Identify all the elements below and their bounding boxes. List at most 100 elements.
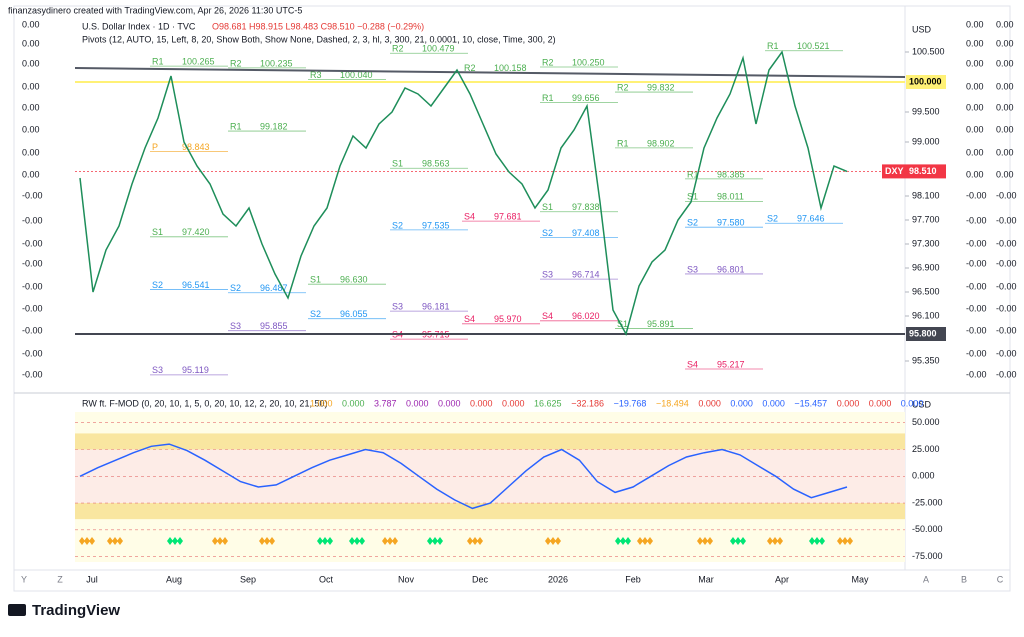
indicator-readout: −15.457 [794, 398, 827, 408]
pivot-value: 98.011 [717, 192, 744, 202]
indicator-readout: 0.000 [438, 398, 461, 408]
pivot-name: S2 [542, 228, 553, 238]
pivot-name: S2 [310, 309, 321, 319]
side-scale-label: -0.00 [996, 369, 1017, 379]
side-scale-label: 0.00 [966, 102, 984, 112]
side-scale-label: 0.00 [996, 19, 1014, 29]
side-scale-label: 0.00 [22, 102, 40, 112]
signal-marker [647, 537, 653, 545]
pivot-value: 100.521 [797, 41, 830, 51]
side-scale-label: 0.00 [996, 81, 1014, 91]
pivot-value: 100.040 [340, 70, 373, 80]
indicator-line [79, 443, 848, 510]
pivot-name: S2 [392, 220, 403, 230]
time-label: Jul [86, 574, 98, 584]
price-line [79, 50, 848, 337]
indicator-axis-unit: USD [912, 399, 932, 409]
side-scale-label: 0.00 [966, 124, 984, 134]
pivot-name: R2 [392, 44, 404, 54]
signal-marker [707, 537, 713, 545]
signal-marker [172, 537, 178, 545]
signal-marker [112, 537, 118, 545]
side-scale-label: 0.00 [22, 19, 40, 29]
price-tick-label: 100.500 [912, 46, 945, 56]
signal-marker [359, 537, 365, 545]
indicator-readout: 0.000 [901, 398, 924, 408]
signal-marker [177, 537, 183, 545]
indicator-tick-label: -25.000 [912, 497, 943, 507]
signal-marker [79, 537, 85, 545]
signal-marker [814, 537, 820, 545]
time-label: Apr [775, 574, 789, 584]
side-scale-label: 0.00 [22, 38, 40, 48]
indicator-readout: −19.768 [614, 398, 647, 408]
side-scale-label: 0.00 [966, 19, 984, 29]
time-label: Mar [698, 574, 714, 584]
side-scale-label: -0.00 [996, 258, 1017, 268]
side-scale-label: -0.00 [966, 238, 987, 248]
signal-marker [222, 537, 228, 545]
pivot-name: S4 [464, 212, 475, 222]
side-scale-label: 0.00 [996, 58, 1014, 68]
signal-marker [625, 537, 631, 545]
indicator-readout: 16.625 [534, 398, 562, 408]
side-scale-label: -0.00 [966, 303, 987, 313]
signal-marker [702, 537, 708, 545]
pivot-name: R1 [542, 93, 554, 103]
pivot-name: S2 [230, 283, 241, 293]
side-scale-label: -0.00 [966, 325, 987, 335]
pivot-value: 97.535 [422, 220, 450, 230]
indicator-readout: 0.000 [698, 398, 721, 408]
pivot-value: 99.832 [647, 82, 675, 92]
price-tick-label: 99.000 [912, 136, 940, 146]
pivot-value: 96.055 [340, 309, 368, 319]
badge-label: 100.000 [909, 76, 942, 86]
pivot-value: 97.838 [572, 202, 600, 212]
side-scale-label: -0.00 [966, 348, 987, 358]
upper-band [75, 433, 905, 450]
signal-marker [477, 537, 483, 545]
pivot-value: 97.580 [717, 218, 745, 228]
side-scale-label: 0.00 [22, 58, 40, 68]
side-scale-label: -0.00 [996, 281, 1017, 291]
signal-marker [89, 537, 95, 545]
side-scale-label: -0.00 [966, 281, 987, 291]
signal-marker [167, 537, 173, 545]
price-badge [906, 327, 946, 341]
price-tick-label: 96.500 [912, 286, 940, 296]
pivot-value: 98.563 [422, 159, 450, 169]
indicator-readout: −18.494 [656, 398, 689, 408]
signal-marker [217, 537, 223, 545]
indicator-readout: 0.000 [502, 398, 525, 408]
pivot-name: R1 [152, 56, 164, 66]
side-scale-label: 0.00 [966, 81, 984, 91]
signal-marker [349, 537, 355, 545]
time-label: Dec [472, 574, 489, 584]
indicator-readout: 0.000 [837, 398, 860, 408]
side-scale-label: 0.00 [22, 147, 40, 157]
axis-letter: Z [57, 574, 63, 584]
indicator-readout: 3.787 [374, 398, 397, 408]
side-scale-label: -0.00 [966, 190, 987, 200]
side-scale-label: -0.00 [996, 215, 1017, 225]
pivot-name: S4 [464, 314, 475, 324]
side-scale-label: -0.00 [966, 258, 987, 268]
time-label: Feb [625, 574, 641, 584]
side-scale-label: -0.00 [966, 215, 987, 225]
signal-marker [819, 537, 825, 545]
side-scale-label: 0.00 [996, 169, 1014, 179]
price-tick-label: 95.350 [912, 355, 940, 365]
price-tick-label: 98.100 [912, 190, 940, 200]
pivot-name: S3 [152, 365, 163, 375]
pivot-name: S4 [542, 311, 553, 321]
signal-marker [322, 537, 328, 545]
signal-marker [545, 537, 551, 545]
side-scale-label: -0.00 [22, 238, 43, 248]
pivot-name: S2 [767, 214, 778, 224]
pivot-name: R1 [767, 41, 779, 51]
price-tick-label: 96.100 [912, 310, 940, 320]
side-scale-label: -0.00 [996, 348, 1017, 358]
signal-marker [269, 537, 275, 545]
pivot-name: R3 [310, 70, 322, 80]
time-label: Oct [319, 574, 334, 584]
